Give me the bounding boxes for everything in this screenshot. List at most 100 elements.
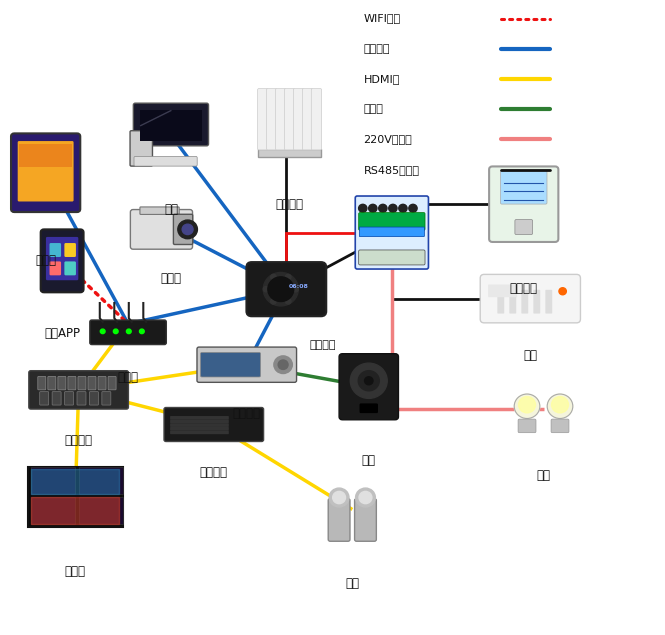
Text: 话筒: 话筒: [345, 577, 359, 590]
FancyBboxPatch shape: [489, 166, 559, 242]
Circle shape: [329, 488, 349, 507]
FancyBboxPatch shape: [19, 144, 72, 167]
Circle shape: [399, 204, 407, 212]
Text: 手机APP: 手机APP: [44, 327, 80, 340]
Circle shape: [356, 488, 375, 507]
FancyBboxPatch shape: [134, 103, 209, 146]
FancyBboxPatch shape: [358, 213, 425, 231]
FancyBboxPatch shape: [170, 416, 229, 420]
FancyBboxPatch shape: [140, 110, 202, 141]
Circle shape: [551, 397, 569, 413]
FancyBboxPatch shape: [65, 262, 76, 276]
FancyBboxPatch shape: [480, 274, 581, 323]
FancyBboxPatch shape: [360, 403, 378, 413]
FancyBboxPatch shape: [49, 262, 61, 276]
FancyBboxPatch shape: [258, 149, 321, 157]
FancyBboxPatch shape: [130, 131, 152, 166]
Text: 音响: 音响: [362, 455, 376, 467]
FancyBboxPatch shape: [65, 243, 76, 257]
Circle shape: [514, 394, 540, 418]
Text: 空调: 空调: [523, 349, 537, 363]
Text: 路由器: 路由器: [118, 371, 138, 384]
Circle shape: [178, 220, 198, 239]
FancyBboxPatch shape: [358, 250, 425, 265]
Circle shape: [263, 272, 299, 306]
FancyBboxPatch shape: [29, 371, 128, 409]
FancyBboxPatch shape: [170, 424, 229, 427]
Text: 六类网线: 六类网线: [364, 44, 390, 54]
FancyBboxPatch shape: [533, 290, 540, 314]
FancyBboxPatch shape: [38, 377, 46, 390]
FancyBboxPatch shape: [551, 419, 569, 432]
Circle shape: [182, 224, 193, 234]
Circle shape: [389, 204, 397, 212]
FancyBboxPatch shape: [518, 419, 536, 432]
Text: WIFI链接: WIFI链接: [364, 13, 400, 23]
Circle shape: [358, 204, 367, 212]
Circle shape: [293, 286, 299, 292]
FancyBboxPatch shape: [488, 284, 517, 297]
Circle shape: [332, 491, 346, 504]
Circle shape: [378, 204, 387, 212]
FancyBboxPatch shape: [201, 352, 261, 377]
Circle shape: [547, 394, 573, 418]
FancyBboxPatch shape: [90, 320, 166, 345]
FancyBboxPatch shape: [275, 88, 286, 150]
FancyBboxPatch shape: [515, 220, 533, 234]
Circle shape: [268, 277, 294, 302]
Text: 电脑: 电脑: [164, 203, 178, 216]
Text: 触摸屏: 触摸屏: [35, 254, 56, 267]
FancyBboxPatch shape: [98, 377, 106, 390]
FancyBboxPatch shape: [48, 377, 56, 390]
FancyBboxPatch shape: [197, 347, 297, 382]
FancyBboxPatch shape: [521, 290, 528, 314]
FancyBboxPatch shape: [359, 227, 424, 237]
FancyBboxPatch shape: [329, 498, 350, 541]
FancyBboxPatch shape: [134, 156, 198, 166]
Text: 智能中控: 智能中控: [309, 340, 336, 349]
FancyBboxPatch shape: [497, 290, 504, 314]
FancyBboxPatch shape: [303, 88, 313, 150]
FancyBboxPatch shape: [130, 210, 193, 249]
Circle shape: [285, 298, 291, 304]
FancyBboxPatch shape: [285, 88, 295, 150]
FancyBboxPatch shape: [11, 133, 80, 212]
Text: 摄像头: 摄像头: [160, 272, 182, 285]
FancyBboxPatch shape: [79, 467, 123, 495]
FancyBboxPatch shape: [164, 408, 263, 441]
Text: 音频线: 音频线: [364, 104, 383, 114]
FancyBboxPatch shape: [174, 214, 193, 244]
FancyBboxPatch shape: [509, 290, 516, 314]
Text: 环境监测: 环境监测: [510, 281, 538, 295]
FancyBboxPatch shape: [68, 377, 76, 390]
FancyBboxPatch shape: [267, 88, 277, 150]
Circle shape: [368, 204, 377, 212]
Circle shape: [364, 377, 373, 385]
FancyBboxPatch shape: [247, 262, 327, 316]
FancyBboxPatch shape: [27, 467, 123, 527]
Circle shape: [350, 363, 387, 398]
FancyBboxPatch shape: [58, 377, 66, 390]
Text: 数字矩阵: 数字矩阵: [65, 434, 92, 446]
FancyBboxPatch shape: [88, 377, 96, 390]
FancyBboxPatch shape: [49, 243, 61, 257]
Circle shape: [519, 397, 535, 413]
Circle shape: [126, 329, 131, 333]
Text: HDMI线: HDMI线: [364, 74, 400, 84]
FancyBboxPatch shape: [52, 392, 61, 405]
FancyBboxPatch shape: [41, 229, 84, 292]
FancyBboxPatch shape: [354, 498, 376, 541]
FancyBboxPatch shape: [311, 88, 322, 150]
FancyBboxPatch shape: [31, 467, 75, 495]
Circle shape: [278, 360, 288, 370]
FancyBboxPatch shape: [102, 392, 111, 405]
FancyBboxPatch shape: [31, 497, 75, 525]
FancyBboxPatch shape: [89, 392, 98, 405]
Text: 06:08: 06:08: [289, 284, 309, 290]
Circle shape: [271, 274, 276, 279]
FancyBboxPatch shape: [170, 420, 229, 424]
Circle shape: [274, 356, 293, 373]
Circle shape: [559, 288, 567, 295]
Text: 灯光: 灯光: [537, 469, 551, 481]
Circle shape: [100, 329, 105, 333]
